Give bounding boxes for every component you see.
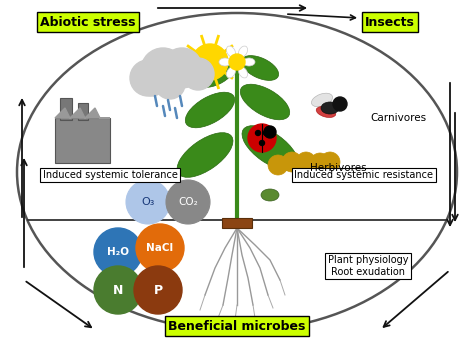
Circle shape — [320, 152, 340, 172]
Ellipse shape — [243, 58, 255, 66]
FancyBboxPatch shape — [55, 118, 110, 163]
Text: Herbivores: Herbivores — [310, 163, 366, 173]
Circle shape — [94, 266, 142, 314]
Ellipse shape — [177, 133, 233, 177]
Text: N: N — [113, 283, 123, 297]
FancyBboxPatch shape — [222, 218, 252, 228]
Text: NaCl: NaCl — [146, 243, 173, 253]
Circle shape — [268, 155, 288, 175]
Circle shape — [141, 48, 185, 92]
Circle shape — [130, 60, 166, 96]
Ellipse shape — [240, 84, 290, 120]
FancyBboxPatch shape — [60, 98, 72, 120]
Ellipse shape — [219, 58, 231, 66]
Text: H₂O: H₂O — [107, 247, 129, 257]
Circle shape — [94, 228, 142, 276]
Text: P: P — [154, 283, 163, 297]
Circle shape — [248, 124, 276, 152]
Text: Induced systemic resistance: Induced systemic resistance — [294, 170, 434, 180]
Text: Induced systemic tolerance: Induced systemic tolerance — [43, 170, 177, 180]
Circle shape — [310, 153, 330, 173]
Circle shape — [259, 140, 264, 146]
Polygon shape — [55, 108, 110, 118]
Ellipse shape — [241, 56, 279, 80]
Circle shape — [229, 54, 245, 70]
Circle shape — [126, 180, 170, 224]
Circle shape — [162, 48, 202, 88]
Circle shape — [134, 266, 182, 314]
Text: Abiotic stress: Abiotic stress — [40, 15, 136, 29]
Text: Carnivores: Carnivores — [370, 113, 426, 123]
Circle shape — [264, 126, 276, 138]
Ellipse shape — [311, 93, 333, 107]
Ellipse shape — [196, 63, 234, 87]
Ellipse shape — [227, 46, 236, 57]
Text: CO₂: CO₂ — [178, 197, 198, 207]
Circle shape — [166, 180, 210, 224]
Circle shape — [296, 152, 316, 172]
Ellipse shape — [242, 126, 298, 170]
Text: Plant physiology
Root exudation: Plant physiology Root exudation — [328, 255, 408, 277]
Circle shape — [192, 44, 228, 80]
FancyBboxPatch shape — [78, 103, 88, 120]
Ellipse shape — [238, 46, 247, 57]
Circle shape — [136, 224, 184, 272]
Circle shape — [155, 69, 185, 99]
Circle shape — [333, 97, 347, 111]
Ellipse shape — [321, 102, 339, 114]
Circle shape — [140, 72, 164, 96]
Ellipse shape — [316, 107, 336, 118]
Circle shape — [264, 130, 268, 136]
Ellipse shape — [261, 189, 279, 201]
Text: Beneficial microbes: Beneficial microbes — [168, 320, 306, 333]
Circle shape — [182, 58, 214, 90]
Text: Insects: Insects — [365, 15, 415, 29]
Ellipse shape — [185, 92, 235, 128]
Circle shape — [282, 152, 302, 172]
Text: O₃: O₃ — [141, 197, 155, 207]
Circle shape — [255, 130, 261, 136]
Ellipse shape — [227, 67, 236, 78]
Ellipse shape — [238, 67, 247, 78]
